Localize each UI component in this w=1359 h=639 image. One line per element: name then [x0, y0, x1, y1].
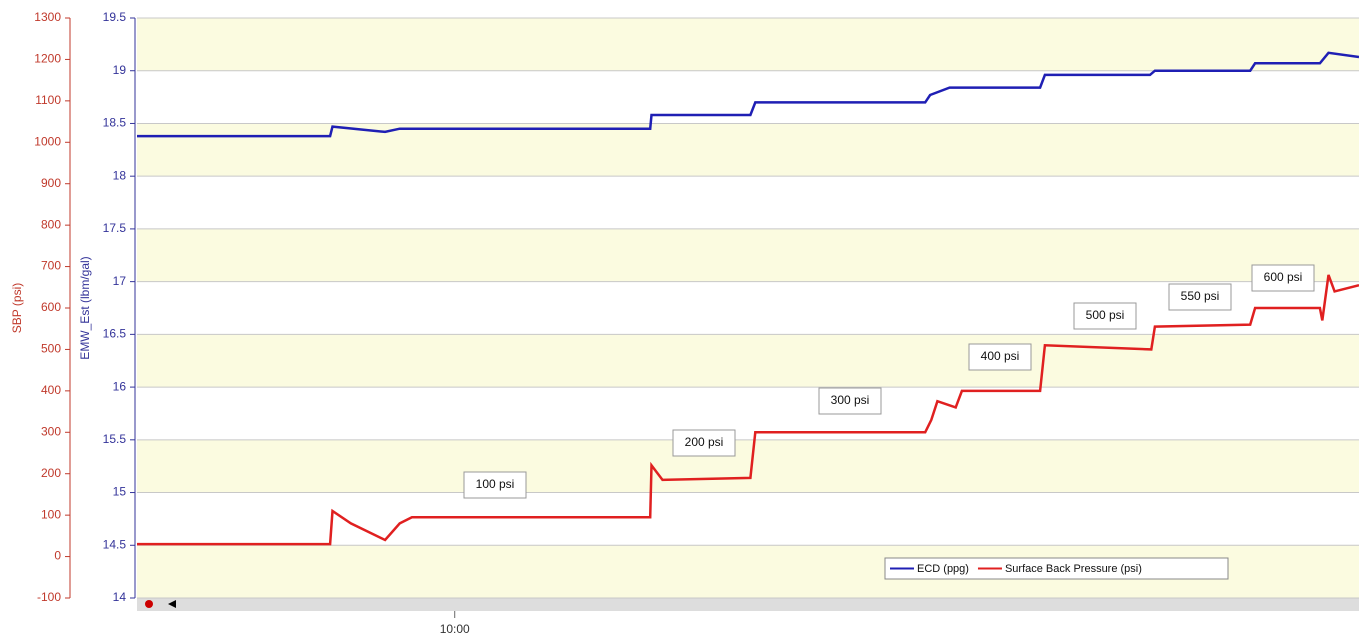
- annotation-box: [968, 343, 1032, 371]
- y-tick-label: 400: [41, 383, 61, 397]
- y2-tick-label: 17.5: [103, 221, 127, 235]
- legend-box: [884, 557, 1229, 580]
- annotation-text: 400 psi: [981, 349, 1020, 363]
- y2-tick-label: 14.5: [103, 537, 127, 551]
- y2-tick-label: 14: [113, 590, 127, 604]
- stripe: [137, 387, 1359, 440]
- y-tick-label: 200: [41, 466, 61, 480]
- y-tick-label: 1300: [34, 10, 61, 24]
- annotation: 100 psi: [463, 471, 527, 499]
- y2-tick-label: 18.5: [103, 116, 127, 130]
- y-tick-label: 500: [41, 342, 61, 356]
- legend: ECD (ppg) Surface Back Pressure (psi): [884, 557, 1229, 580]
- stripe: [137, 123, 1359, 177]
- series-line: [137, 274, 1359, 546]
- y-tick-label: -100: [37, 590, 61, 604]
- stripe: [137, 492, 1359, 546]
- scrollbar[interactable]: [137, 598, 1359, 611]
- stripe: [137, 176, 1359, 229]
- scroll-arrow[interactable]: [168, 600, 176, 608]
- annotation-text: 550 psi: [1181, 289, 1220, 303]
- annotation-box: [463, 471, 527, 499]
- x-tick-label: 10:00: [440, 622, 470, 636]
- stripe: [137, 439, 1359, 493]
- y2-tick-label: 15: [113, 485, 127, 499]
- stripe: [137, 228, 1359, 282]
- annotation: 500 psi: [1073, 302, 1137, 330]
- legend-label: Surface Back Pressure (psi): [1005, 563, 1142, 575]
- y2-tick-label: 17: [113, 274, 127, 288]
- stripe: [137, 334, 1359, 388]
- y-tick-label: 100: [41, 507, 61, 521]
- annotation-box: [1073, 302, 1137, 330]
- y2-tick-label: 16.5: [103, 327, 127, 341]
- annotation-box: [1251, 264, 1315, 292]
- y2-tick-label: 18: [113, 168, 127, 182]
- annotation: 550 psi: [1168, 283, 1232, 311]
- y2-tick-label: 19.5: [103, 10, 127, 24]
- y-axis-title: SBP (psi): [10, 283, 24, 333]
- y-tick-label: 900: [41, 176, 61, 190]
- annotation-box: [1168, 283, 1232, 311]
- legend-label: ECD (ppg): [917, 563, 969, 575]
- stripe: [137, 18, 1359, 71]
- y-tick-label: 800: [41, 217, 61, 231]
- y-tick-label: 1200: [34, 52, 61, 66]
- annotation-text: 600 psi: [1264, 270, 1303, 284]
- annotation: 300 psi: [818, 387, 882, 415]
- y2-tick-label: 19: [113, 63, 127, 77]
- y-tick-label: 700: [41, 259, 61, 273]
- annotation: 600 psi: [1251, 264, 1315, 292]
- annotation-text: 100 psi: [476, 477, 515, 491]
- y-tick-label: 0: [54, 549, 61, 563]
- scroll-dot[interactable]: [145, 600, 153, 608]
- annotation-box: [672, 429, 736, 457]
- series-line: [137, 51, 1359, 138]
- annotation-text: 200 psi: [685, 435, 724, 449]
- y-tick-label: 600: [41, 300, 61, 314]
- y2-tick-label: 15.5: [103, 432, 127, 446]
- annotation-text: 300 psi: [831, 393, 870, 407]
- annotation: 400 psi: [968, 343, 1032, 371]
- y-tick-label: 1100: [35, 93, 61, 107]
- y-tick-label: 300: [41, 424, 61, 438]
- annotation-box: [818, 387, 882, 415]
- annotation: 200 psi: [672, 429, 736, 457]
- y2-tick-label: 16: [113, 379, 127, 393]
- y2-axis-title: EMW_Est (lbm/gal): [78, 256, 92, 359]
- annotation-text: 500 psi: [1086, 308, 1125, 322]
- y-tick-label: 1000: [34, 134, 61, 148]
